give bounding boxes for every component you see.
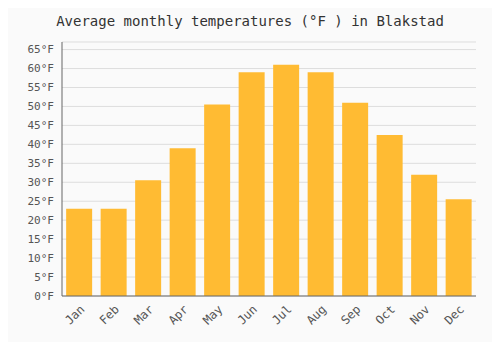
svg-text:Nov: Nov [407, 302, 432, 327]
svg-text:10°F: 10°F [28, 252, 55, 265]
svg-text:Sep: Sep [338, 302, 363, 327]
svg-text:20°F: 20°F [28, 214, 55, 227]
svg-text:Dec: Dec [442, 302, 467, 327]
svg-text:55°F: 55°F [28, 81, 55, 94]
svg-text:25°F: 25°F [28, 195, 55, 208]
svg-text:Oct: Oct [373, 302, 398, 327]
svg-text:Feb: Feb [97, 302, 122, 327]
svg-text:Jul: Jul [269, 302, 294, 327]
html-text:Average monthly temperatures (: Average monthly temperatures (°F ) in Bl… [56, 13, 444, 29]
svg-text:Mar: Mar [131, 302, 156, 327]
svg-text:Jan: Jan [62, 302, 87, 327]
svg-text:Aug: Aug [304, 302, 329, 327]
svg-text:40°F: 40°F [28, 138, 55, 151]
svg-text:Apr: Apr [166, 302, 191, 327]
svg-text:Jun: Jun [235, 302, 260, 327]
svg-text:65°F: 65°F [28, 43, 55, 56]
svg-text:May: May [200, 302, 225, 327]
svg-text:45°F: 45°F [28, 119, 55, 132]
svg-text:15°F: 15°F [28, 233, 55, 246]
svg-text:0°F: 0°F [34, 290, 54, 303]
svg-text:50°F: 50°F [28, 100, 55, 113]
svg-text:35°F: 35°F [28, 157, 55, 170]
svg-text:60°F: 60°F [28, 62, 55, 75]
svg-text:30°F: 30°F [28, 176, 55, 189]
svg-text:5°F: 5°F [34, 271, 54, 284]
